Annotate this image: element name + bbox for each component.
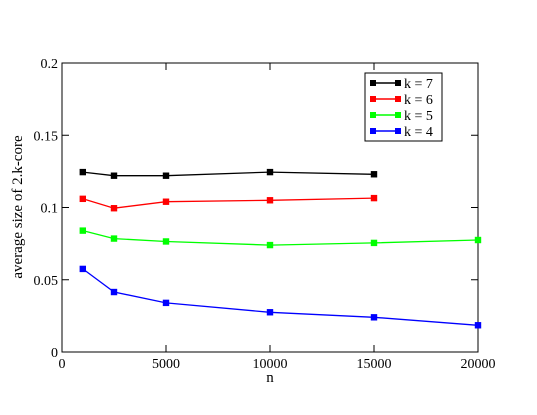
data-point-k4 [162, 299, 170, 307]
data-point-k7 [162, 172, 170, 179]
data-point-k5 [370, 239, 378, 247]
legend-marker-k5 [395, 112, 401, 118]
series-k6 [79, 194, 378, 212]
data-point-k4 [370, 314, 378, 321]
legend: k = 7k = 6k = 5k = 4 [364, 72, 443, 142]
x-tick-label: 15000 [357, 357, 392, 372]
x-axis-label: n [266, 370, 274, 386]
data-point-k7 [266, 168, 274, 176]
legend-marker-k6 [395, 96, 401, 102]
legend-marker-k7 [370, 80, 376, 86]
data-point-k7 [370, 171, 378, 178]
data-point-k7 [110, 172, 118, 179]
series-k5 [79, 227, 482, 249]
x-tick-label: 10000 [253, 357, 288, 372]
legend-marker-k6 [370, 96, 376, 102]
legend-label-k6: k = 6 [404, 93, 433, 108]
data-point-k5 [474, 236, 482, 244]
data-point-k7 [79, 168, 86, 176]
legend-marker-k7 [395, 80, 401, 86]
legend-marker-k5 [370, 112, 376, 118]
x-tick-label: 20000 [461, 357, 496, 372]
series-line-k7 [82, 171, 375, 177]
y-tick-label: 0.15 [34, 129, 59, 144]
series-line-k4 [82, 268, 479, 326]
axis-ticks: 0 5000 10000 15000 20000 0 0.05 0.1 0.15 0.2 [34, 57, 496, 372]
data-point-k4 [79, 265, 86, 273]
legend-marker-k4 [395, 128, 401, 134]
x-tick-label: 5000 [152, 357, 180, 372]
data-point-k6 [370, 194, 378, 202]
data-point-k5 [110, 235, 118, 242]
x-tick-label: 0 [59, 357, 66, 372]
data-point-k5 [266, 241, 274, 249]
data-point-k4 [474, 322, 482, 329]
data-point-k6 [79, 195, 86, 203]
legend-label-k7: k = 7 [404, 77, 433, 92]
series-k4 [79, 265, 482, 329]
series-layer [79, 168, 482, 329]
data-point-k4 [266, 309, 274, 316]
series-line-k5 [82, 229, 479, 246]
legend-box [364, 72, 443, 142]
y-tick-label: 0.1 [41, 202, 59, 217]
legend-marker-k4 [370, 128, 376, 134]
y-tick-label: 0.05 [34, 274, 59, 289]
y-tick-label: 0 [51, 346, 58, 361]
y-axis-label: average size of 2.k-core [10, 135, 26, 279]
y-tick-label: 0.2 [41, 57, 59, 72]
data-point-k5 [162, 238, 170, 245]
series-line-k6 [82, 197, 375, 209]
data-point-k6 [162, 198, 170, 205]
legend-label-k5: k = 5 [404, 109, 433, 124]
data-point-k4 [110, 288, 118, 296]
data-point-k5 [79, 227, 86, 234]
data-point-k6 [110, 205, 118, 212]
series-k7 [79, 168, 378, 179]
data-point-k6 [266, 197, 274, 204]
legend-label-k4: k = 4 [404, 125, 433, 140]
